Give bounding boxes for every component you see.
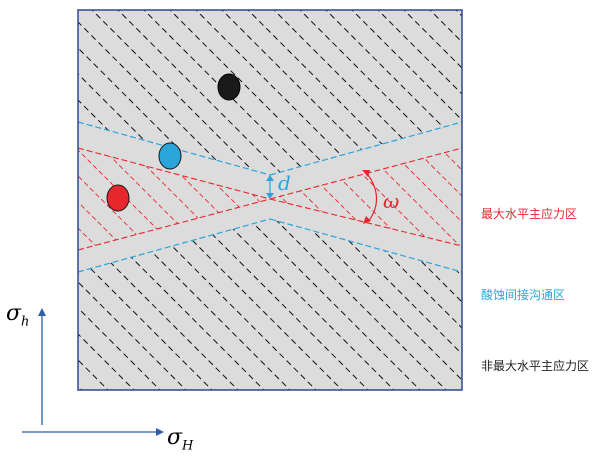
sigma-H-label: σH — [167, 425, 194, 454]
hatch-line — [263, 10, 462, 390]
stress-axes — [22, 308, 164, 436]
legend-acid-channel-zone: 酸蚀间接沟通区 — [481, 288, 566, 302]
panel-border — [77, 9, 463, 391]
hatch-line — [0, 120, 16, 270]
angle-label: ω — [383, 189, 400, 213]
hatch-line — [315, 10, 462, 390]
hatch-line — [78, 148, 121, 250]
hatch-line — [0, 0, 40, 400]
panel-background — [78, 10, 462, 390]
hatch-line — [78, 10, 223, 390]
hatch-line — [0, 120, 42, 270]
hatch-line — [393, 10, 462, 390]
hatch-line — [78, 10, 275, 390]
hatch-line — [464, 120, 612, 270]
black-well — [217, 73, 241, 101]
sigma-h-label: σh — [6, 301, 30, 330]
hatch-line — [289, 10, 462, 390]
spacing-label: d — [278, 171, 291, 195]
red-well — [106, 184, 130, 212]
hatch-line — [78, 10, 249, 390]
angle-arc-arrow-top — [362, 170, 370, 177]
angle-arc — [365, 171, 378, 223]
hatch-line — [0, 0, 66, 400]
spacing-indicator — [266, 175, 274, 199]
angle-arc-arrow-bottom — [363, 216, 371, 224]
blue-well — [158, 142, 182, 170]
hatch-line — [359, 148, 462, 250]
hatch-line — [78, 10, 197, 390]
hatch-line — [445, 10, 462, 390]
hatch-line — [472, 0, 612, 400]
hatch-line — [341, 10, 462, 390]
legend-max-stress-zone: 最大水平主应力区 — [481, 207, 578, 221]
hatch-line — [385, 148, 462, 250]
hatch-line — [78, 10, 171, 390]
legend-non-max-stress-zone: 非最大水平主应力区 — [481, 359, 590, 373]
hatch-line — [0, 120, 68, 270]
hatch-line — [367, 10, 462, 390]
